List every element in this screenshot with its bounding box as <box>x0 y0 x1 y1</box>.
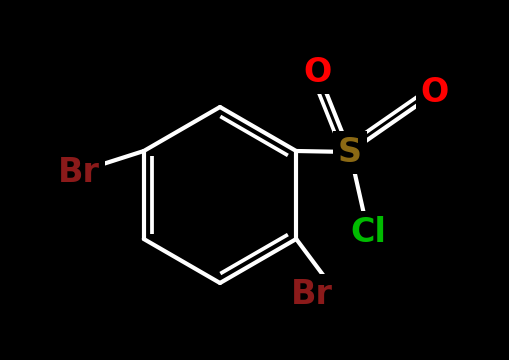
Text: Cl: Cl <box>349 216 385 248</box>
Text: O: O <box>303 55 331 89</box>
Text: O: O <box>420 77 448 109</box>
Text: S: S <box>337 135 361 168</box>
Text: Br: Br <box>291 279 332 311</box>
Text: Br: Br <box>58 156 100 189</box>
